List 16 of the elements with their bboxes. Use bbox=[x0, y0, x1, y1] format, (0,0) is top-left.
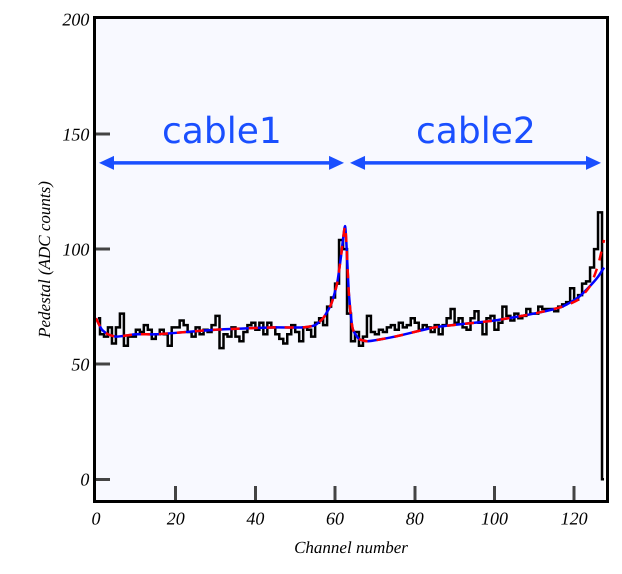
y-tick-label: 100 bbox=[62, 239, 90, 260]
x-tick-label: 120 bbox=[560, 508, 588, 529]
line-series bbox=[96, 224, 606, 342]
y-tick-label: 50 bbox=[71, 354, 90, 375]
x-axis-title: Channel number bbox=[294, 538, 408, 557]
y-tick-label: 0 bbox=[80, 470, 90, 490]
y-axis-title: Pedestal (ADC counts) bbox=[34, 180, 54, 339]
x-tick-label: 60 bbox=[326, 508, 344, 529]
x-tick-label: 80 bbox=[406, 508, 424, 529]
y-tick-label: 150 bbox=[62, 124, 90, 144]
x-tick-label: 100 bbox=[480, 508, 508, 529]
y-tick-label: 200 bbox=[62, 9, 90, 30]
x-tick-label: 40 bbox=[246, 508, 264, 529]
band-label: cable1 bbox=[162, 111, 282, 152]
x-tick-label: 20 bbox=[166, 508, 185, 529]
band-label: cable2 bbox=[416, 111, 536, 152]
